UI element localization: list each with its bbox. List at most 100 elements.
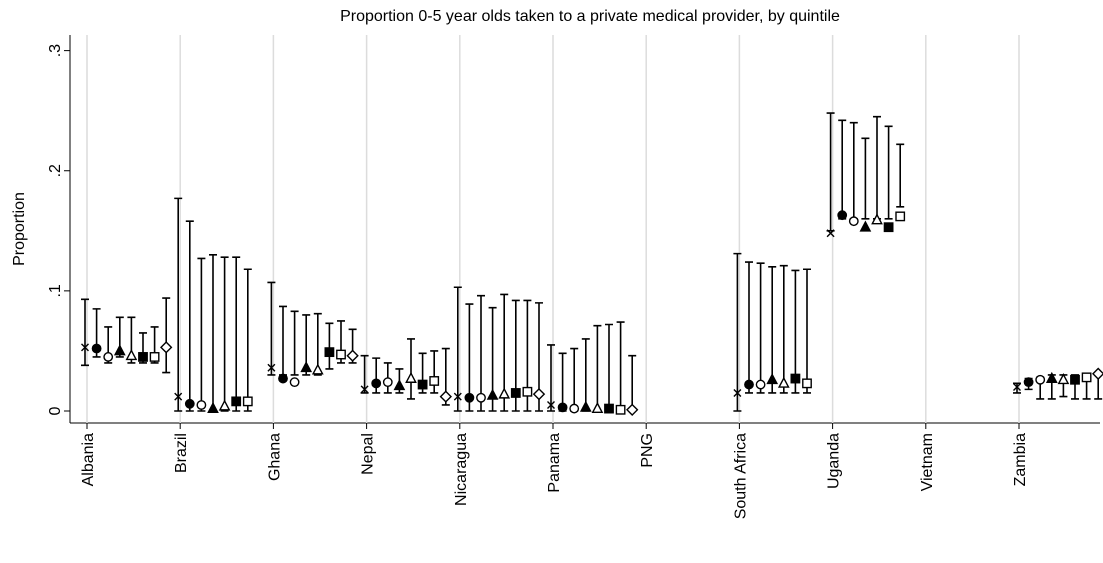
point [125, 349, 138, 361]
point [476, 392, 486, 403]
point [371, 378, 382, 389]
x-tick-label: PNG [639, 433, 656, 468]
point [777, 376, 790, 388]
point [429, 376, 440, 386]
error-bar [197, 257, 206, 412]
point [81, 343, 89, 352]
point [895, 211, 906, 222]
point [405, 371, 417, 383]
point [1081, 372, 1092, 383]
point [837, 210, 848, 221]
point [626, 403, 639, 416]
point [486, 388, 499, 400]
point [883, 222, 894, 233]
error-bar [570, 347, 579, 412]
error-bar [290, 310, 299, 376]
point [591, 401, 604, 413]
point [557, 402, 568, 413]
error-bar [745, 261, 753, 394]
error-bar [838, 119, 847, 220]
point [336, 349, 346, 360]
point [267, 363, 276, 372]
point [1045, 371, 1058, 383]
y-tick-label: .1 [47, 284, 64, 297]
point [184, 398, 195, 409]
point [579, 400, 592, 412]
x-tick-label: Nepal [360, 433, 377, 475]
error-bar [232, 256, 241, 412]
error-bar [162, 297, 171, 374]
x-tick-label: Vietnam [919, 433, 936, 491]
error-bar [558, 352, 567, 412]
error-bar [791, 269, 800, 394]
point [1013, 382, 1021, 391]
point [242, 396, 253, 407]
point [1057, 373, 1070, 385]
error-bar [407, 338, 415, 400]
error-bar [861, 137, 870, 220]
point [1092, 367, 1103, 380]
x-tick-label: South Africa [732, 433, 749, 519]
point [532, 387, 546, 401]
error-bar [803, 268, 811, 394]
point [569, 403, 580, 414]
point [790, 373, 801, 384]
point [498, 387, 511, 399]
point [103, 352, 114, 362]
error-bar [581, 338, 590, 412]
point [311, 363, 324, 375]
point [744, 379, 754, 390]
point [174, 392, 183, 401]
x-tick-label: Albania [80, 433, 97, 486]
point [196, 400, 207, 410]
point [138, 352, 148, 362]
x-tick-label: Zambia [1012, 433, 1029, 486]
point [1070, 374, 1080, 385]
point [278, 373, 288, 384]
error-bar [849, 121, 858, 220]
point [766, 373, 779, 385]
point [802, 378, 812, 389]
point [1023, 377, 1034, 388]
error-bar [605, 323, 613, 412]
y-tick-label: 0 [47, 406, 64, 415]
error-bar [209, 254, 217, 412]
error-bar [220, 256, 229, 412]
y-tick-label: .3 [47, 44, 64, 57]
error-bar [593, 324, 602, 412]
error-bar [547, 344, 555, 412]
x-tick-label: Uganda [826, 433, 843, 489]
y-axis-title: Proportion [11, 192, 28, 266]
point [464, 392, 475, 403]
point [1035, 374, 1046, 385]
point [149, 352, 160, 362]
error-bar [430, 350, 439, 394]
error-bar [243, 268, 252, 412]
error-bar [884, 125, 893, 220]
error-bar [896, 143, 905, 208]
error-bar [756, 262, 765, 394]
error-bar [873, 115, 881, 220]
point [360, 385, 369, 394]
point [113, 344, 126, 356]
point [859, 220, 872, 232]
point [871, 213, 883, 225]
y-tick-label: .2 [47, 164, 64, 177]
x-tick-label: Nicaragua [453, 433, 470, 506]
point [289, 377, 300, 388]
error-bar [81, 298, 89, 367]
error-bar [826, 112, 835, 232]
error-bar [174, 197, 183, 412]
point [453, 392, 462, 401]
point [510, 388, 521, 398]
point [346, 349, 359, 362]
point [848, 216, 859, 227]
point [522, 386, 533, 397]
error-bar [185, 220, 194, 412]
point [826, 229, 835, 238]
point [439, 390, 452, 403]
point [160, 341, 173, 354]
x-tick-label: Brazil [173, 433, 190, 473]
error-bar [453, 286, 462, 412]
